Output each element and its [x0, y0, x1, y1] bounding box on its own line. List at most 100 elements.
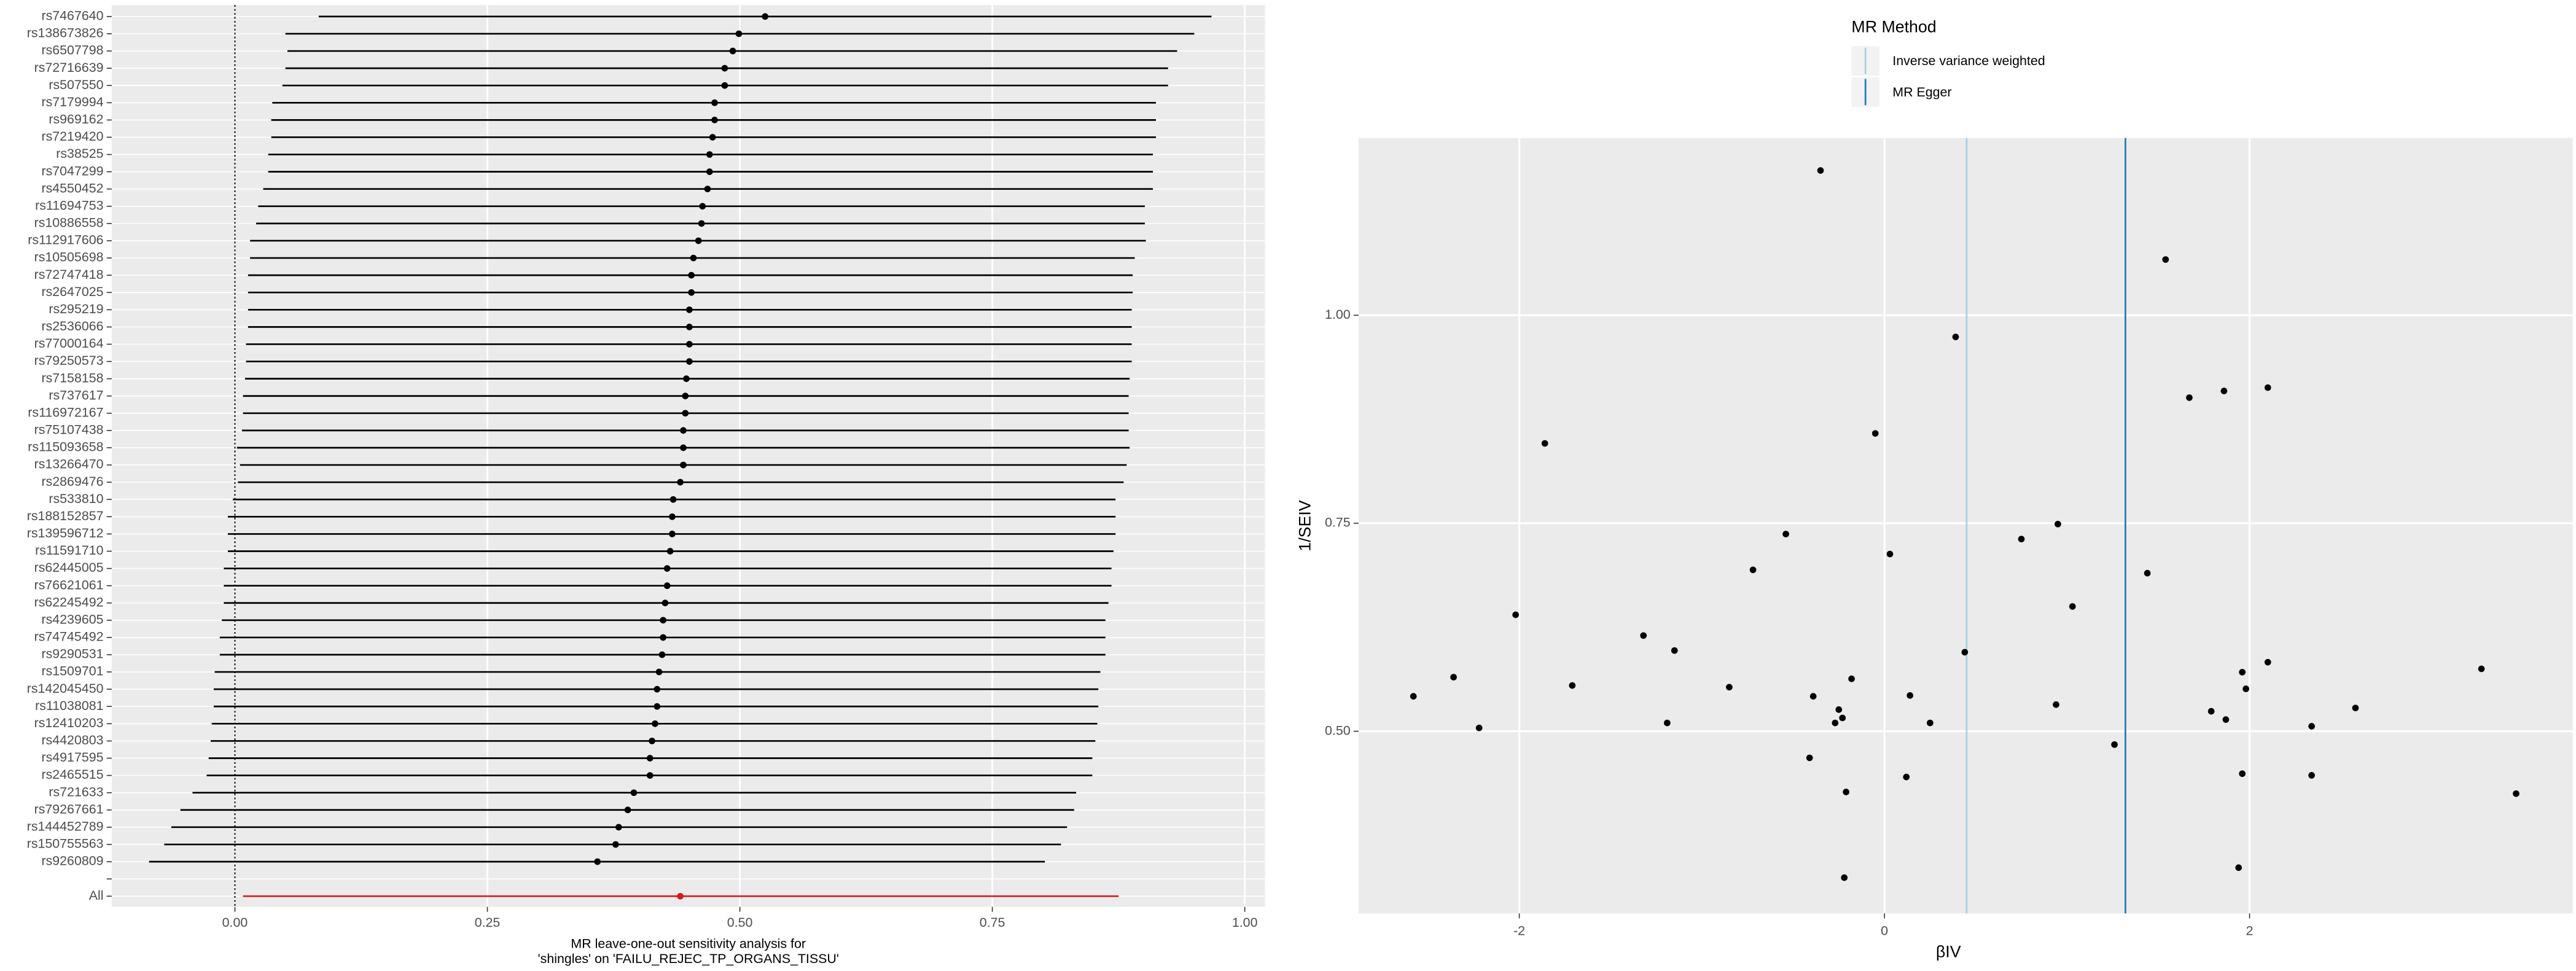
- point: [2111, 741, 2118, 748]
- y-tick-label: rs9290531: [41, 647, 103, 661]
- point-estimate: [695, 237, 702, 244]
- point: [1640, 632, 1647, 639]
- point-estimate: [677, 478, 684, 486]
- x-tick-label: 1.00: [1232, 915, 1258, 930]
- y-tick-label: rs2647025: [41, 284, 103, 299]
- point-estimate: [706, 151, 713, 158]
- y-tick-label: rs116972167: [28, 405, 103, 419]
- y-tick-label: rs10886558: [34, 216, 104, 230]
- y-tick-label: rs144452789: [27, 819, 104, 834]
- y-tick-label: rs4420803: [41, 733, 103, 747]
- y-tick-label: rs2536066: [41, 319, 103, 333]
- y-tick-label: rs4917595: [41, 750, 103, 765]
- y-axis-title: 1/SEIV: [1295, 500, 1314, 551]
- point-estimate: [706, 168, 713, 175]
- y-tick-label: rs7179994: [41, 95, 103, 109]
- point: [2239, 669, 2246, 676]
- point-estimate: [680, 427, 687, 434]
- y-tick-label: rs72716639: [34, 60, 104, 75]
- point: [1541, 440, 1548, 447]
- y-tick-label: rs4550452: [41, 181, 103, 195]
- y-tick-label: rs10505698: [34, 250, 104, 265]
- point-estimate: [686, 358, 693, 365]
- point: [1886, 550, 1894, 558]
- point: [2055, 520, 2061, 528]
- y-tick-label: rs150755563: [27, 836, 104, 851]
- point: [2186, 394, 2193, 401]
- y-tick-label: All: [89, 888, 104, 903]
- point-estimate: [660, 634, 666, 641]
- y-tick-label: rs969162: [49, 112, 103, 127]
- point: [1671, 647, 1678, 654]
- point-estimate: [709, 134, 716, 141]
- y-tick-label: rs9260809: [41, 854, 103, 868]
- y-tick-label: rs112917606: [28, 233, 103, 248]
- y-tick-label: rs79250573: [34, 353, 104, 368]
- point-estimate: [704, 185, 711, 193]
- point: [1410, 693, 1417, 700]
- point-estimate: [662, 599, 669, 607]
- point: [2220, 388, 2228, 394]
- point: [2053, 701, 2059, 708]
- point: [2018, 536, 2025, 543]
- point: [2264, 384, 2271, 391]
- point-estimate: [615, 824, 622, 831]
- y-tick-label: rs13266470: [34, 457, 104, 472]
- point: [2478, 665, 2485, 673]
- point: [1569, 682, 1576, 689]
- y-tick-label: rs11694753: [35, 198, 103, 213]
- point-estimate: [646, 755, 654, 762]
- y-tick-label: rs295219: [49, 302, 103, 316]
- point: [2264, 658, 2271, 666]
- point-estimate: [688, 289, 695, 296]
- point-estimate: [594, 858, 601, 865]
- point-estimate: [669, 513, 676, 520]
- y-tick-label: rs533810: [49, 491, 103, 506]
- left-panel: [111, 5, 1265, 907]
- point-estimate: [683, 375, 690, 382]
- point-estimate: [721, 82, 728, 89]
- y-tick-label: rs721633: [49, 784, 103, 799]
- point-estimate: [686, 341, 693, 348]
- point: [1872, 430, 1879, 437]
- y-tick-label: rs62245492: [34, 595, 104, 609]
- point-estimate: [660, 617, 666, 624]
- x-tick-label: 0.00: [222, 915, 248, 930]
- point-estimate: [612, 841, 619, 848]
- point-estimate: [686, 324, 693, 330]
- y-tick-label: rs138673826: [27, 26, 104, 41]
- y-tick-label: rs38525: [56, 146, 103, 161]
- point-estimate: [649, 738, 655, 744]
- point: [1663, 719, 1671, 727]
- point: [1817, 167, 1824, 174]
- y-tick-label: 1.00: [1325, 307, 1351, 322]
- y-tick-label: rs7158158: [41, 370, 103, 385]
- y-tick-label: 0.50: [1325, 723, 1351, 738]
- y-tick-label: rs7467640: [41, 9, 103, 23]
- y-tick-label: rs4239605: [41, 612, 103, 626]
- point: [2308, 772, 2315, 779]
- point-estimate: [680, 461, 687, 469]
- y-tick-label: rs2869476: [41, 474, 103, 489]
- y-tick-label: rs72747418: [34, 267, 104, 282]
- point-estimate: [663, 582, 671, 590]
- y-tick-label: rs79267661: [34, 801, 104, 816]
- point-estimate: [682, 392, 689, 400]
- y-tick-label: rs1509701: [41, 664, 103, 679]
- point-estimate: [698, 220, 705, 227]
- point: [1749, 566, 1757, 574]
- y-tick-label: rs188152857: [27, 509, 104, 523]
- point-estimate: [669, 496, 677, 503]
- point: [1475, 724, 1483, 731]
- point: [2352, 704, 2359, 712]
- y-tick-label: rs11038081: [35, 698, 103, 713]
- point-estimate: [669, 531, 676, 537]
- x-tick-label: 0: [1881, 923, 1888, 938]
- point: [2235, 864, 2242, 872]
- y-tick-label: rs11591710: [35, 543, 103, 558]
- y-tick-label: rs62445005: [34, 560, 104, 575]
- x-tick-label: 2: [2246, 923, 2254, 938]
- point: [2242, 685, 2249, 692]
